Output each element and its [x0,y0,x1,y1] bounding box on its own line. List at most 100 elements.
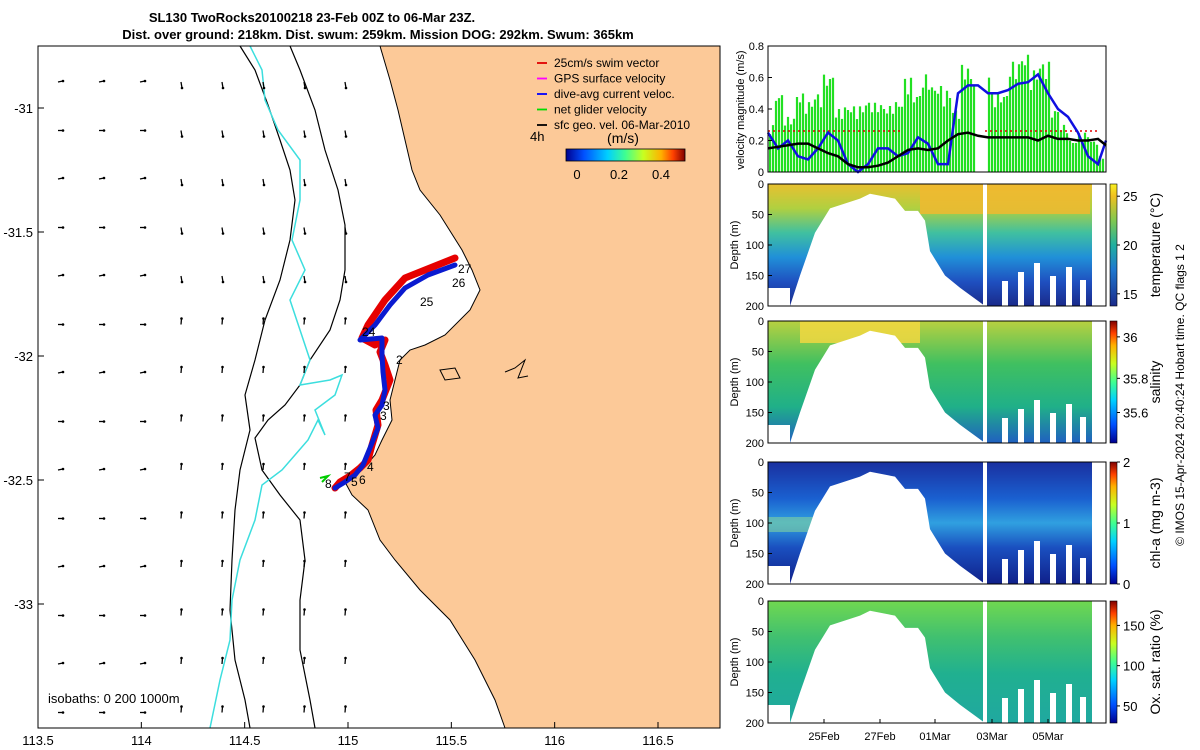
shelf-no-data [790,330,985,443]
quiver-arrow-head [262,559,265,563]
velocity-panel: 0 0.2 0.4 0.6 0.8 velocity magnitude (m/s) [735,41,1108,179]
quiver-arrow-head [344,559,347,563]
section-ytick-label: 100 [746,377,764,389]
quiver-arrow-head [180,135,184,138]
velocity-ytick-label: 0 [758,167,764,179]
quiver-arrow-head [61,467,65,471]
quiver-arrow-head [180,559,183,563]
quiver-arrow-head [102,517,106,520]
isobath-200 [254,45,346,729]
quiver-arrow-head [344,414,347,417]
quiver-arrow-head [262,135,266,138]
colorbar-tick-label: 36 [1123,330,1137,345]
isobaths-label: isobaths: 0 200 1000m [48,691,180,706]
speed-colorbar [565,148,686,162]
section-xtick-label: 03Mar [976,731,1008,743]
quiver-arrow-head [303,559,306,563]
quiver-arrow-head [344,86,348,90]
colorbar-tick-label: 1 [1123,516,1130,531]
profile-gap [1002,418,1008,443]
quiver-arrow-head [143,564,147,568]
section-ytick-label: 200 [746,301,764,313]
section-cbar-label: Ox. sat. ratio (%) [1147,609,1163,714]
quiver-arrow-head [262,365,265,369]
quiver-arrow-head [303,705,306,708]
quiver-arrow-head [303,183,307,187]
colorbar-label: (m/s) [607,130,639,146]
shelf-no-data [790,610,985,723]
quiver-arrow-head [180,462,183,466]
quiver-arrow-head [102,420,106,423]
profile-gap [1050,693,1056,723]
section-ytick-label: 150 [746,271,764,283]
quiver-arrow-head [344,183,348,187]
profile-gap [1066,267,1072,306]
quiver-arrow-head [61,273,65,277]
quiver-arrow-head [102,711,106,714]
section-ytick-label: 0 [758,596,764,608]
map-xtick-label: 114 [131,733,152,748]
track-blue [332,262,458,491]
quiver-arrow-head [61,176,65,180]
quiver-arrow-head [344,511,347,514]
quiver-arrow-head [344,232,348,235]
map-xtick-label: 116 [544,733,565,748]
quiver-arrow-head [61,420,65,423]
quiver-arrow-head [262,511,265,514]
quiver-arrow-head [61,517,65,520]
profile-gap [1080,697,1086,723]
section-ylabel: Depth (m) [729,221,741,270]
section-cbar-label: chl-a (mg m-3) [1147,477,1163,568]
map-frame [37,45,721,729]
section-ytick-label: 100 [746,518,764,530]
quiver-arrow-head [143,79,147,83]
quiver-arrow-head [221,656,224,660]
colorbar-tick-label: 15 [1123,287,1137,302]
velocity-ytick-label: 0.6 [749,73,764,85]
colorbar-tick-label: 0 [1123,577,1130,592]
section-ytick-label: 150 [746,688,764,700]
quiver-arrow-head [344,280,348,284]
quiver-arrow-head [221,608,224,611]
legend-label: GPS surface velocity [554,72,665,86]
section-chla: 0 50 100 150 200 Depth (m) 2 1 0 chl-a (mg m-3) [729,455,1163,592]
track-day-label: 27 [458,262,472,276]
quiver-arrow-head [143,661,147,665]
section-xtick-label: 27Feb [864,731,895,743]
quiver-arrow-head [102,79,106,83]
track-day-label: 5 [351,475,358,489]
quiver-arrow-head [303,414,306,417]
quiver-arrow-head [61,614,65,617]
quiver-arrow-head [180,365,183,369]
quiver-arrow-head [143,517,147,520]
section-oxygen: 0 50 100 150 200 Depth (m) 150 100 50 Ox. sat. ra… [729,596,1163,743]
section-ytick-label: 150 [746,408,764,420]
legend-label: net glider velocity [554,103,647,117]
section-ylabel: Depth (m) [729,499,741,548]
quiver-arrow-head [303,462,306,466]
colorbar-tick-label: 100 [1123,659,1145,674]
profile-gap [1066,404,1072,443]
track-day-label: 6 [359,473,366,487]
track-day-label: 24 [362,325,376,339]
velocity-ytick-label: 0.8 [749,41,764,53]
glider-velocity-bars [768,54,1105,172]
quiver-arrow-head [221,559,224,563]
quiver-arrow-head [143,323,147,326]
right-margin [1092,321,1106,443]
map-xtick-label: 115 [338,733,359,748]
land-mass [345,46,720,728]
profile-gap [1034,263,1040,306]
profile-gap [1080,417,1086,443]
section-colorbar [1109,183,1118,307]
map-legend: 25cm/s swim vector GPS surface velocitydi… [530,56,690,182]
quiver-arrow-head [262,414,265,417]
glider-track [319,254,459,492]
section-ytick-label: 100 [746,240,764,252]
map-ytick-label: -32.5 [3,473,33,488]
map-ytick-label: -31.5 [3,225,33,240]
quiver-arrow-head [143,226,147,229]
